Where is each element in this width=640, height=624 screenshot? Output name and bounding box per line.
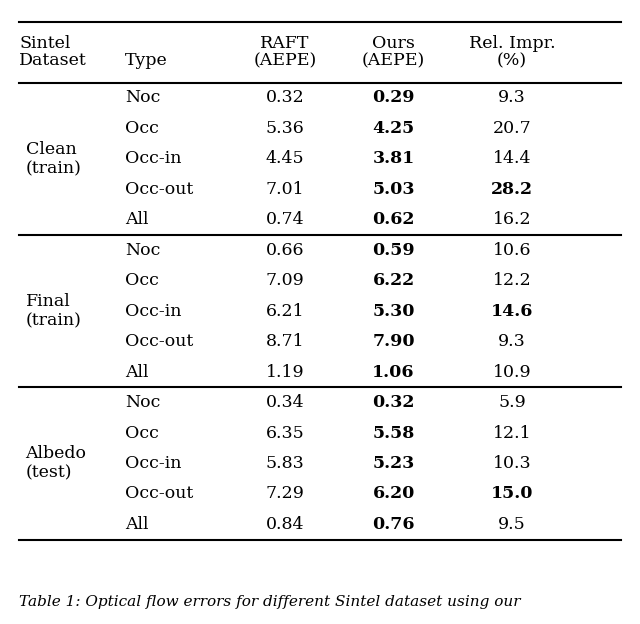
- Text: 16.2: 16.2: [493, 212, 531, 228]
- Text: Occ-out: Occ-out: [125, 333, 193, 350]
- Text: 0.34: 0.34: [266, 394, 304, 411]
- Text: 5.23: 5.23: [372, 455, 415, 472]
- Text: 0.62: 0.62: [372, 212, 415, 228]
- Text: Noc: Noc: [125, 89, 160, 107]
- Text: 4.45: 4.45: [266, 150, 304, 167]
- Text: 5.03: 5.03: [372, 181, 415, 198]
- Text: 10.6: 10.6: [493, 241, 531, 259]
- Text: 0.32: 0.32: [372, 394, 415, 411]
- Text: 10.3: 10.3: [493, 455, 531, 472]
- Text: Noc: Noc: [125, 394, 160, 411]
- Text: 9.5: 9.5: [498, 516, 526, 533]
- Text: 10.9: 10.9: [493, 364, 531, 381]
- Text: Occ-out: Occ-out: [125, 181, 193, 198]
- Text: 8.71: 8.71: [266, 333, 304, 350]
- Text: 20.7: 20.7: [493, 120, 531, 137]
- Text: 5.9: 5.9: [498, 394, 526, 411]
- Text: Occ: Occ: [125, 272, 159, 290]
- Text: 12.2: 12.2: [493, 272, 531, 290]
- Text: All: All: [125, 364, 148, 381]
- Text: 6.35: 6.35: [266, 424, 304, 442]
- Text: 5.83: 5.83: [266, 455, 304, 472]
- Text: 9.3: 9.3: [498, 333, 526, 350]
- Text: 15.0: 15.0: [491, 485, 533, 502]
- Text: 4.25: 4.25: [372, 120, 415, 137]
- Text: 0.29: 0.29: [372, 89, 415, 107]
- Text: 6.21: 6.21: [266, 303, 304, 319]
- Text: Noc: Noc: [125, 241, 160, 259]
- Text: (AEPE): (AEPE): [253, 52, 316, 69]
- Text: Occ-in: Occ-in: [125, 303, 181, 319]
- Text: 12.1: 12.1: [493, 424, 531, 442]
- Text: Rel. Impr.: Rel. Impr.: [468, 36, 556, 52]
- Text: 14.4: 14.4: [493, 150, 531, 167]
- Text: All: All: [125, 516, 148, 533]
- Text: 6.22: 6.22: [372, 272, 415, 290]
- Text: 6.20: 6.20: [372, 485, 415, 502]
- Text: Occ-out: Occ-out: [125, 485, 193, 502]
- Text: (AEPE): (AEPE): [362, 52, 425, 69]
- Text: Ours: Ours: [372, 36, 415, 52]
- Text: Occ: Occ: [125, 120, 159, 137]
- Text: All: All: [125, 212, 148, 228]
- Text: 5.36: 5.36: [266, 120, 304, 137]
- Text: 5.30: 5.30: [372, 303, 415, 319]
- Text: 28.2: 28.2: [491, 181, 533, 198]
- Text: Final
(train): Final (train): [26, 293, 81, 329]
- Text: 7.29: 7.29: [266, 485, 304, 502]
- Text: Occ-in: Occ-in: [125, 455, 181, 472]
- Text: 7.01: 7.01: [266, 181, 304, 198]
- Text: Occ-in: Occ-in: [125, 150, 181, 167]
- Text: (%): (%): [497, 52, 527, 69]
- Text: 0.59: 0.59: [372, 241, 415, 259]
- Text: 7.90: 7.90: [372, 333, 415, 350]
- Text: 9.3: 9.3: [498, 89, 526, 107]
- Text: 3.81: 3.81: [372, 150, 415, 167]
- Text: Occ: Occ: [125, 424, 159, 442]
- Text: 1.19: 1.19: [266, 364, 304, 381]
- Text: 1.06: 1.06: [372, 364, 415, 381]
- Text: Table 1: Optical flow errors for different Sintel dataset using our: Table 1: Optical flow errors for differe…: [19, 595, 521, 608]
- Text: Albedo
(test): Albedo (test): [26, 445, 86, 482]
- Text: RAFT: RAFT: [260, 36, 310, 52]
- Text: Clean
(train): Clean (train): [26, 140, 81, 177]
- Text: Sintel: Sintel: [19, 36, 70, 52]
- Text: Type: Type: [125, 52, 168, 69]
- Text: 0.32: 0.32: [266, 89, 304, 107]
- Text: 0.84: 0.84: [266, 516, 304, 533]
- Text: 5.58: 5.58: [372, 424, 415, 442]
- Text: 0.76: 0.76: [372, 516, 415, 533]
- Text: 0.66: 0.66: [266, 241, 304, 259]
- Text: 14.6: 14.6: [491, 303, 533, 319]
- Text: 7.09: 7.09: [266, 272, 304, 290]
- Text: 0.74: 0.74: [266, 212, 304, 228]
- Text: Dataset: Dataset: [19, 52, 87, 69]
